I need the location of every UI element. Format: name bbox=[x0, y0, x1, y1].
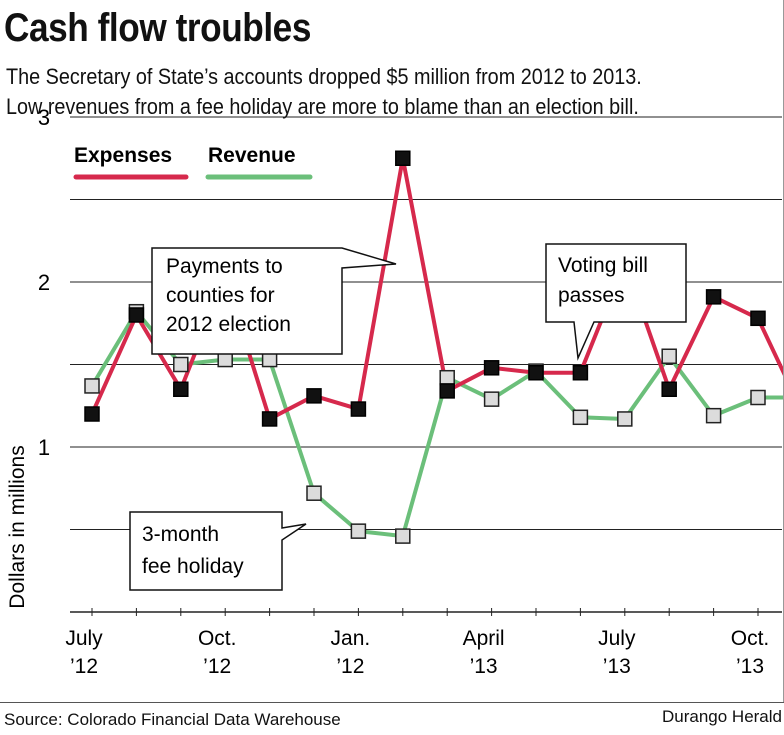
annotation-payments-line-1: Payments to bbox=[166, 255, 283, 278]
point-revenue-9 bbox=[483, 391, 500, 407]
point-expenses-4 bbox=[261, 411, 278, 427]
point-expenses-10 bbox=[528, 365, 544, 381]
point-revenue-13 bbox=[661, 348, 677, 364]
point-revenue-0 bbox=[84, 378, 100, 394]
point-revenue-12 bbox=[617, 411, 633, 427]
x-tick-label-5-line-1: Oct. bbox=[731, 627, 770, 650]
point-expenses-1 bbox=[128, 307, 145, 323]
point-revenue-14 bbox=[705, 407, 722, 424]
subtitle-line-1: The Secretary of State’s accounts droppe… bbox=[6, 64, 642, 89]
legend: Expenses Revenue bbox=[73, 144, 313, 180]
point-expenses-15 bbox=[750, 310, 766, 327]
point-revenue-11 bbox=[572, 409, 589, 426]
y-axis-ticks: 1 2 3 bbox=[38, 105, 50, 460]
x-axis-ticks: July ’12 Oct. ’12 Jan. ’12 April ’13 July ’13 Oct.… bbox=[65, 627, 769, 678]
point-expenses-0 bbox=[84, 406, 100, 422]
point-expenses-5 bbox=[306, 388, 322, 404]
y-axis-label: Dollars in millions bbox=[6, 445, 29, 608]
annotation-fee-holiday-line-1: 3-month bbox=[142, 523, 219, 546]
annotation-payments-box bbox=[151, 247, 397, 355]
point-revenue-2 bbox=[173, 356, 189, 373]
footer-divider bbox=[0, 702, 784, 703]
y-tick-label-0: 1 bbox=[38, 435, 50, 460]
point-revenue-8 bbox=[439, 369, 455, 386]
point-expenses-11 bbox=[572, 365, 589, 381]
point-expenses-9 bbox=[483, 360, 500, 376]
subtitle-line-2: Low revenues from a fee holiday are more… bbox=[6, 94, 639, 119]
y-tick-label-2: 3 bbox=[38, 105, 50, 130]
annotation-voting-bill-line-1: Voting bill bbox=[558, 254, 648, 277]
x-tick-label-2-line-1: Jan. bbox=[331, 627, 371, 650]
x-tick-label-2-line-2: ’12 bbox=[336, 655, 364, 678]
x-tick-label-1-line-1: Oct. bbox=[198, 627, 237, 650]
legend-label-expenses: Expenses bbox=[74, 144, 172, 167]
annotation-payments-line-2: counties for bbox=[166, 284, 275, 307]
annotation-fee-holiday-line-2: fee holiday bbox=[142, 555, 244, 578]
annotation-voting-bill-box bbox=[545, 243, 687, 361]
point-revenue-5 bbox=[306, 485, 322, 501]
x-tick-label-1-line-2: ’12 bbox=[203, 655, 231, 678]
annotation-fee-holiday-box bbox=[129, 511, 307, 591]
legend-label-revenue: Revenue bbox=[208, 144, 296, 167]
series-markers bbox=[84, 150, 766, 544]
point-revenue-15 bbox=[750, 389, 766, 406]
x-tick-label-3-line-2: ’13 bbox=[470, 655, 498, 678]
x-tick-label-4-line-2: ’13 bbox=[603, 655, 631, 678]
x-tick-label-3-line-1: April bbox=[463, 627, 505, 650]
x-tick-label-0-line-2: ’12 bbox=[70, 655, 98, 678]
x-tick-label-5-line-2: ’13 bbox=[736, 655, 764, 678]
annotation-voting-bill: Voting bill passes bbox=[545, 243, 687, 361]
annotation-voting-bill-line-2: passes bbox=[558, 284, 625, 307]
point-expenses-7 bbox=[395, 150, 411, 166]
source-note: Source: Colorado Financial Data Warehous… bbox=[4, 710, 341, 729]
chart-subtitle: The Secretary of State’s accounts droppe… bbox=[6, 62, 642, 122]
point-expenses-2 bbox=[173, 381, 189, 397]
point-revenue-6 bbox=[350, 523, 367, 539]
annotation-payments: Payments to counties for 2012 election bbox=[151, 247, 397, 355]
x-tick-label-4-line-1: July bbox=[598, 627, 636, 650]
annotation-payments-line-3: 2012 election bbox=[166, 313, 291, 336]
point-expenses-8 bbox=[439, 383, 455, 399]
point-expenses-13 bbox=[661, 381, 677, 397]
point-expenses-14 bbox=[705, 289, 722, 305]
y-tick-label-1: 2 bbox=[38, 270, 50, 295]
chart-title: Cash flow troubles bbox=[4, 6, 311, 50]
x-tick-label-0-line-1: July bbox=[65, 627, 103, 650]
annotation-fee-holiday: 3-month fee holiday bbox=[129, 511, 307, 591]
x-axis bbox=[70, 608, 782, 616]
point-revenue-7 bbox=[395, 528, 411, 544]
credit-note: Durango Herald bbox=[661, 707, 782, 726]
line-chart: Expenses Revenue 1 2 3 Dollars in millions… bbox=[6, 105, 784, 678]
point-expenses-6 bbox=[350, 401, 367, 417]
